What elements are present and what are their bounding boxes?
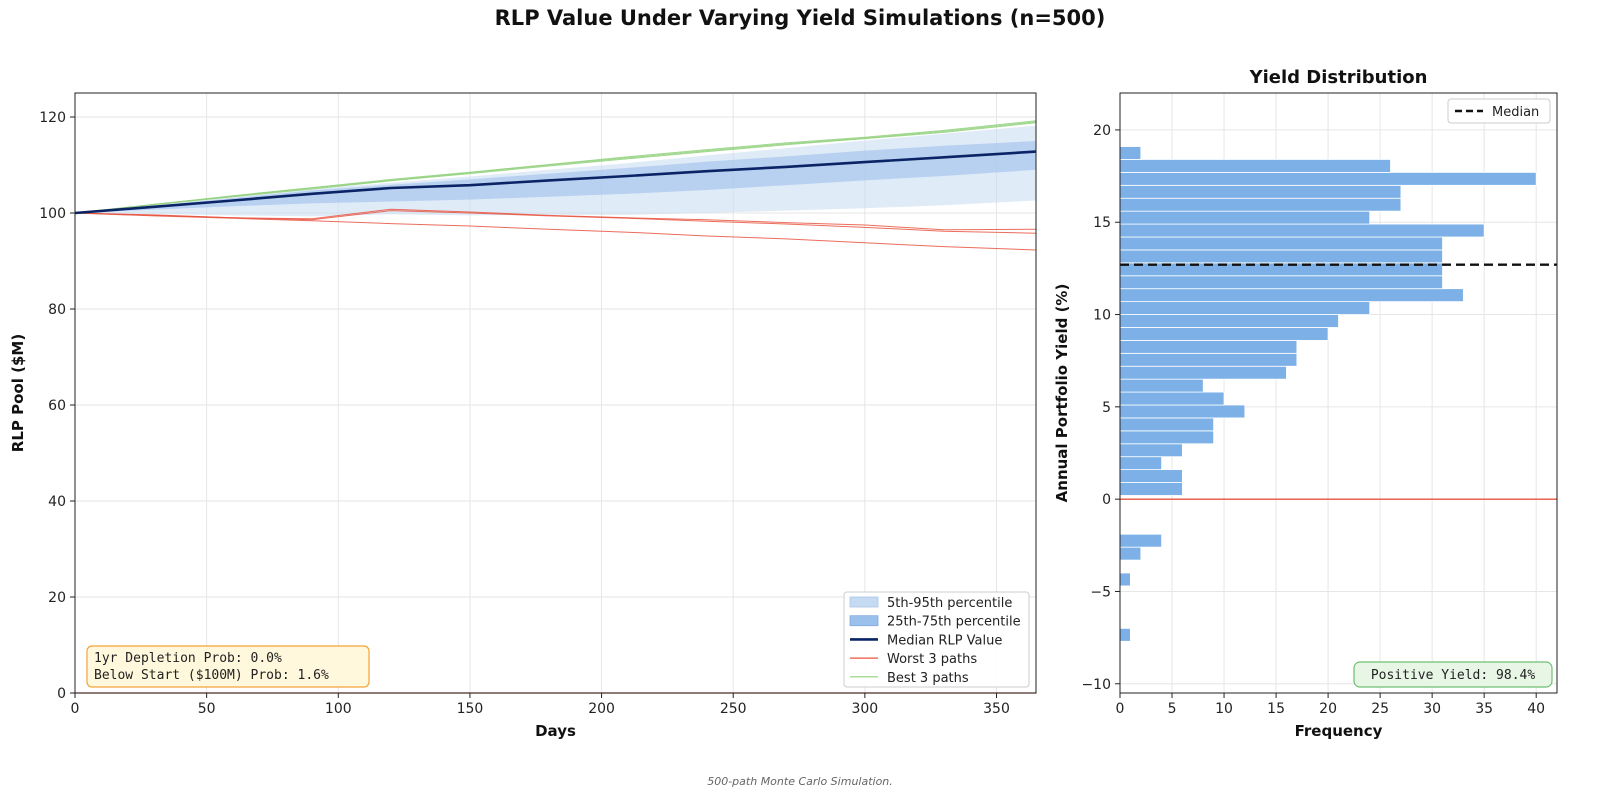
- histogram-bar: [1119, 197, 1402, 212]
- best-path-line: [74, 122, 1037, 214]
- histogram-bar: [1119, 482, 1183, 496]
- histogram-bar: [1119, 533, 1163, 548]
- x-tick-label: 350: [983, 701, 1010, 717]
- y-axis-label: RLP Pool ($M): [9, 334, 27, 452]
- plot-frame: [1119, 92, 1558, 694]
- histogram-bar: [1119, 572, 1131, 587]
- histogram-bar: [1119, 391, 1225, 406]
- stats-box: [86, 645, 370, 688]
- plot-frame: [74, 92, 1037, 694]
- y-tick-label: 40: [48, 494, 66, 510]
- histogram-bar: [1119, 159, 1391, 173]
- y-tick-label: 100: [39, 206, 66, 222]
- stats-text: Below Start ($100M) Prob: 1.6%: [94, 668, 329, 683]
- y-tick-label: 0: [1102, 492, 1111, 508]
- x-tick-label: 35: [1475, 701, 1493, 717]
- y-tick-label: 120: [39, 110, 66, 126]
- histogram-bar: [1119, 275, 1443, 290]
- figure-footnote: 500-path Monte Carlo Simulation.: [707, 775, 893, 788]
- histogram-bar: [1119, 184, 1402, 199]
- legend-label: 5th-95th percentile: [887, 596, 1012, 611]
- legend-label: Median: [1492, 105, 1539, 120]
- x-tick-label: 0: [71, 701, 80, 717]
- histogram-bar: [1119, 288, 1464, 303]
- x-axis-label: Frequency: [1295, 722, 1383, 740]
- y-axis-label: Annual Portfolio Yield (%): [1053, 284, 1071, 503]
- x-axis-label: Days: [535, 722, 576, 740]
- y-tick-label: 60: [48, 398, 66, 414]
- histogram-bar: [1119, 443, 1183, 458]
- x-tick-label: 100: [325, 701, 352, 717]
- histogram-bar: [1119, 417, 1215, 432]
- y-tick-label: 80: [48, 302, 66, 318]
- x-tick-label: 300: [851, 701, 878, 717]
- y-tick-label: 0: [57, 686, 66, 702]
- x-tick-label: 30: [1423, 701, 1441, 717]
- y-tick-label: 5: [1102, 400, 1111, 416]
- histogram-bar: [1119, 327, 1329, 341]
- legend-swatch: [849, 596, 879, 608]
- yield-histogram: 0 5 10 15 20 25 30 35 40 −10 −5 0 5 10 15 20 Yield Distr…: [1053, 67, 1558, 740]
- stats-text: 1yr Depletion Prob: 0.0%: [94, 651, 282, 666]
- histogram-bar: [1119, 627, 1131, 642]
- x-tick-label: 40: [1527, 701, 1545, 717]
- histogram-bar: [1119, 223, 1485, 238]
- legend-label: 25th-75th percentile: [887, 615, 1021, 630]
- histogram-bar: [1119, 146, 1142, 160]
- y-tick-label: 10: [1093, 308, 1111, 324]
- y-tick-label: −5: [1090, 584, 1111, 600]
- x-tick-label: 250: [720, 701, 747, 717]
- histogram-bar: [1119, 236, 1443, 251]
- histogram-bar: [1119, 352, 1298, 367]
- histogram-bar: [1119, 365, 1287, 380]
- figure-title: RLP Value Under Varying Yield Simulation…: [494, 6, 1106, 30]
- y-tick-label: 15: [1093, 215, 1111, 231]
- x-tick-label: 50: [198, 701, 216, 717]
- positive-yield-text: Positive Yield: 98.4%: [1371, 668, 1536, 683]
- histogram-bar: [1119, 456, 1163, 471]
- x-tick-label: 10: [1215, 701, 1233, 717]
- band-25-75: [75, 141, 1036, 213]
- histogram-bar: [1119, 378, 1204, 393]
- histogram-bar: [1119, 301, 1371, 315]
- legend-label: Worst 3 paths: [887, 652, 977, 667]
- legend-label: Median RLP Value: [887, 633, 1002, 648]
- histogram-title: Yield Distribution: [1249, 67, 1428, 88]
- histogram-bar: [1119, 314, 1339, 328]
- x-tick-label: 0: [1116, 701, 1125, 717]
- x-tick-label: 150: [457, 701, 484, 717]
- histogram-bar: [1119, 546, 1142, 561]
- legend-box: [843, 591, 1030, 688]
- legend-box: [1447, 98, 1551, 124]
- histogram-bar: [1119, 469, 1183, 483]
- x-tick-label: 15: [1267, 701, 1285, 717]
- y-tick-label: −10: [1081, 677, 1111, 693]
- worst-path-line: [74, 212, 1037, 251]
- histogram-bar: [1119, 430, 1215, 445]
- legend-label: Best 3 paths: [887, 671, 969, 686]
- median-line: [74, 150, 1037, 215]
- histogram-bar: [1119, 171, 1537, 186]
- y-tick-label: 20: [48, 590, 66, 606]
- histogram-bar: [1119, 404, 1246, 419]
- x-tick-label: 5: [1168, 701, 1177, 717]
- histogram-bar: [1119, 249, 1443, 264]
- y-tick-label: 20: [1093, 123, 1111, 139]
- x-tick-label: 200: [588, 701, 615, 717]
- legend-swatch: [849, 615, 879, 627]
- positive-yield-box: [1353, 661, 1553, 688]
- histogram-bar: [1119, 339, 1298, 354]
- x-tick-label: 20: [1319, 701, 1337, 717]
- paths-chart: 0 50 100 150 200 250 300 350 0 20 40 60 80 100 120 Days…: [9, 92, 1037, 740]
- x-tick-label: 25: [1371, 701, 1389, 717]
- histogram-bar: [1119, 210, 1371, 225]
